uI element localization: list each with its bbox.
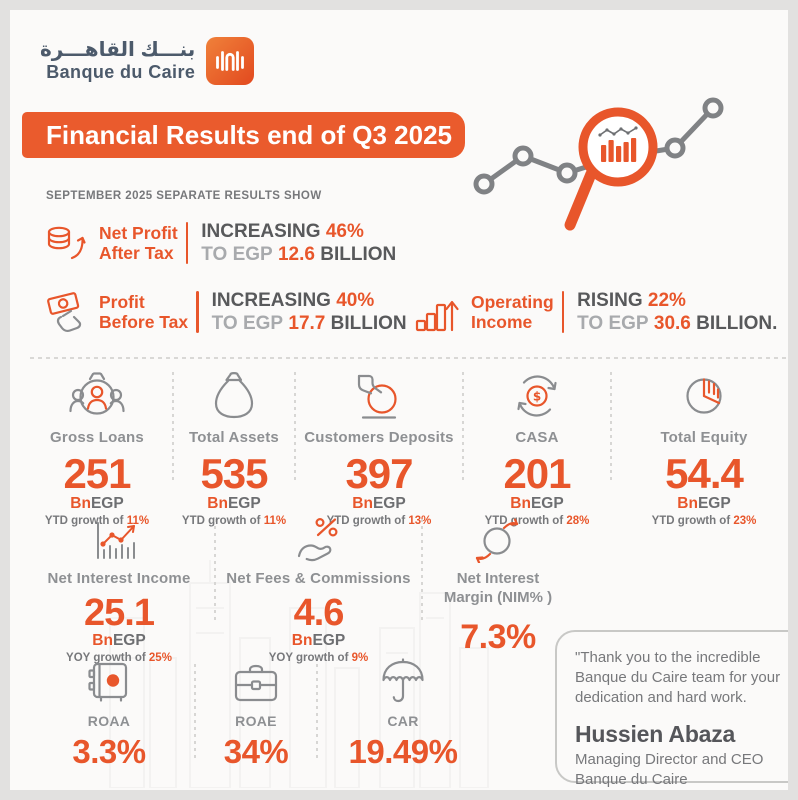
vertical-divider: [196, 291, 199, 334]
quote-author-org: Banque du Caire: [575, 770, 688, 788]
dashed-divider: [462, 372, 464, 484]
metric-net-fees-commissions: Net Fees & Commissions 4.6 BnEGP YOY gro…: [216, 513, 421, 664]
metric-label: Net Interest Margin (NIM% ): [443, 570, 553, 606]
dashed-divider: [194, 664, 196, 762]
safe-icon: [85, 658, 133, 706]
cycle-dollar-icon: $: [511, 366, 563, 422]
brand-latin: Banque du Caire: [46, 62, 196, 82]
dashed-divider: [294, 372, 296, 484]
pie-chart-icon: [678, 366, 730, 422]
quote-author-role: Managing Director and CEO: [575, 750, 764, 768]
hand-coin-icon: [351, 366, 407, 422]
brand-arabic: بنـــك القاهـــرة: [40, 39, 196, 61]
vertical-divider: [185, 222, 189, 265]
line-chart-icon: [91, 513, 147, 563]
dashed-divider: [610, 372, 612, 484]
city-skyline-watermark: [109, 560, 489, 788]
metric-total-assets: Total Assets 535 BnEGP YTD growth of 11%: [174, 366, 294, 527]
ratios-row: ROAA 3.3% ROAE 34%: [24, 658, 494, 771]
magnifier-line-chart-graphic: [473, 97, 724, 231]
highlight-label: Profit Before Tax: [99, 292, 189, 333]
highlight-text: INCREASING 40% TO EGP 17.7 BILLION: [211, 290, 407, 335]
coins-growth-icon: [43, 220, 89, 266]
subtitle: SEPTEMBER 2025 SEPARATE RESULTS SHOW: [46, 190, 322, 202]
ceo-quote-card: "Thank you to the incredible Banque du C…: [555, 630, 788, 788]
balance-metrics-row: Gross Loans 251 BnEGP YTD growth of 11% …: [22, 366, 788, 527]
bars-arrow-icon: [413, 289, 461, 335]
brand-wordmark: بنـــك القاهـــرة Banque du Caire: [40, 39, 195, 83]
profit-before-tax-highlight: Profit Before Tax INCREASING 40% TO EGP …: [43, 289, 407, 335]
infographic-page: بنـــك القاهـــرة Banque du Caire Financ…: [10, 10, 788, 790]
income-metrics-row: Net Interest Income 25.1 BnEGP YOY growt…: [24, 513, 599, 664]
briefcase-icon: [230, 658, 282, 706]
dashed-divider: [421, 519, 423, 623]
svg-text:$: $: [533, 390, 541, 404]
quote-text: "Thank you to the incredible Banque du C…: [575, 649, 781, 706]
dashed-divider: [30, 357, 788, 359]
metric-customers-deposits: Customers Deposits 397 BnEGP YTD growth …: [296, 366, 462, 527]
metric-casa: $ CASA 201 BnEGP YTD growth of 28%: [464, 366, 610, 527]
highlight-label: Net Profit After Tax: [99, 223, 178, 264]
arch-mark-icon: [205, 36, 255, 86]
borrowers-icon: [68, 366, 126, 422]
page-title: Financial Results end of Q3 2025: [22, 112, 465, 158]
highlight-text: RISING 22% TO EGP 30.6 BILLION.: [577, 290, 778, 335]
brand-header: بنـــك القاهـــرة Banque du Caire: [40, 36, 255, 86]
metric-net-interest-income: Net Interest Income 25.1 BnEGP YOY growt…: [24, 513, 214, 664]
cycle-arrows-icon: [471, 513, 525, 563]
net-profit-after-tax-highlight: Net Profit After Tax INCREASING 46% TO E…: [43, 220, 396, 266]
cash-hand-icon: [43, 289, 89, 335]
metric-roaa: ROAA 3.3%: [24, 658, 194, 771]
dashed-divider: [316, 664, 318, 762]
operating-income-highlight: Operating Income RISING 22% TO EGP 30.6 …: [413, 289, 777, 335]
metric-total-equity: Total Equity 54.4 BnEGP YTD growth of 23…: [612, 366, 788, 527]
hand-percent-icon: [291, 513, 347, 563]
money-bag-icon: [209, 366, 259, 422]
highlight-label: Operating Income: [471, 292, 554, 333]
highlight-text: INCREASING 46% TO EGP 12.6 BILLION: [201, 221, 397, 266]
metric-gross-loans: Gross Loans 251 BnEGP YTD growth of 11%: [22, 366, 172, 527]
dashed-divider: [214, 519, 216, 623]
metric-net-interest-margin: Net Interest Margin (NIM% ) 7.3%: [423, 513, 573, 657]
metric-car: CAR 19.49%: [318, 658, 488, 771]
metric-roae: ROAE 34%: [196, 658, 316, 771]
quote-author-name: Hussien Abaza: [575, 720, 736, 747]
dashed-divider: [172, 372, 174, 484]
umbrella-icon: [378, 658, 428, 706]
vertical-divider: [561, 291, 565, 334]
